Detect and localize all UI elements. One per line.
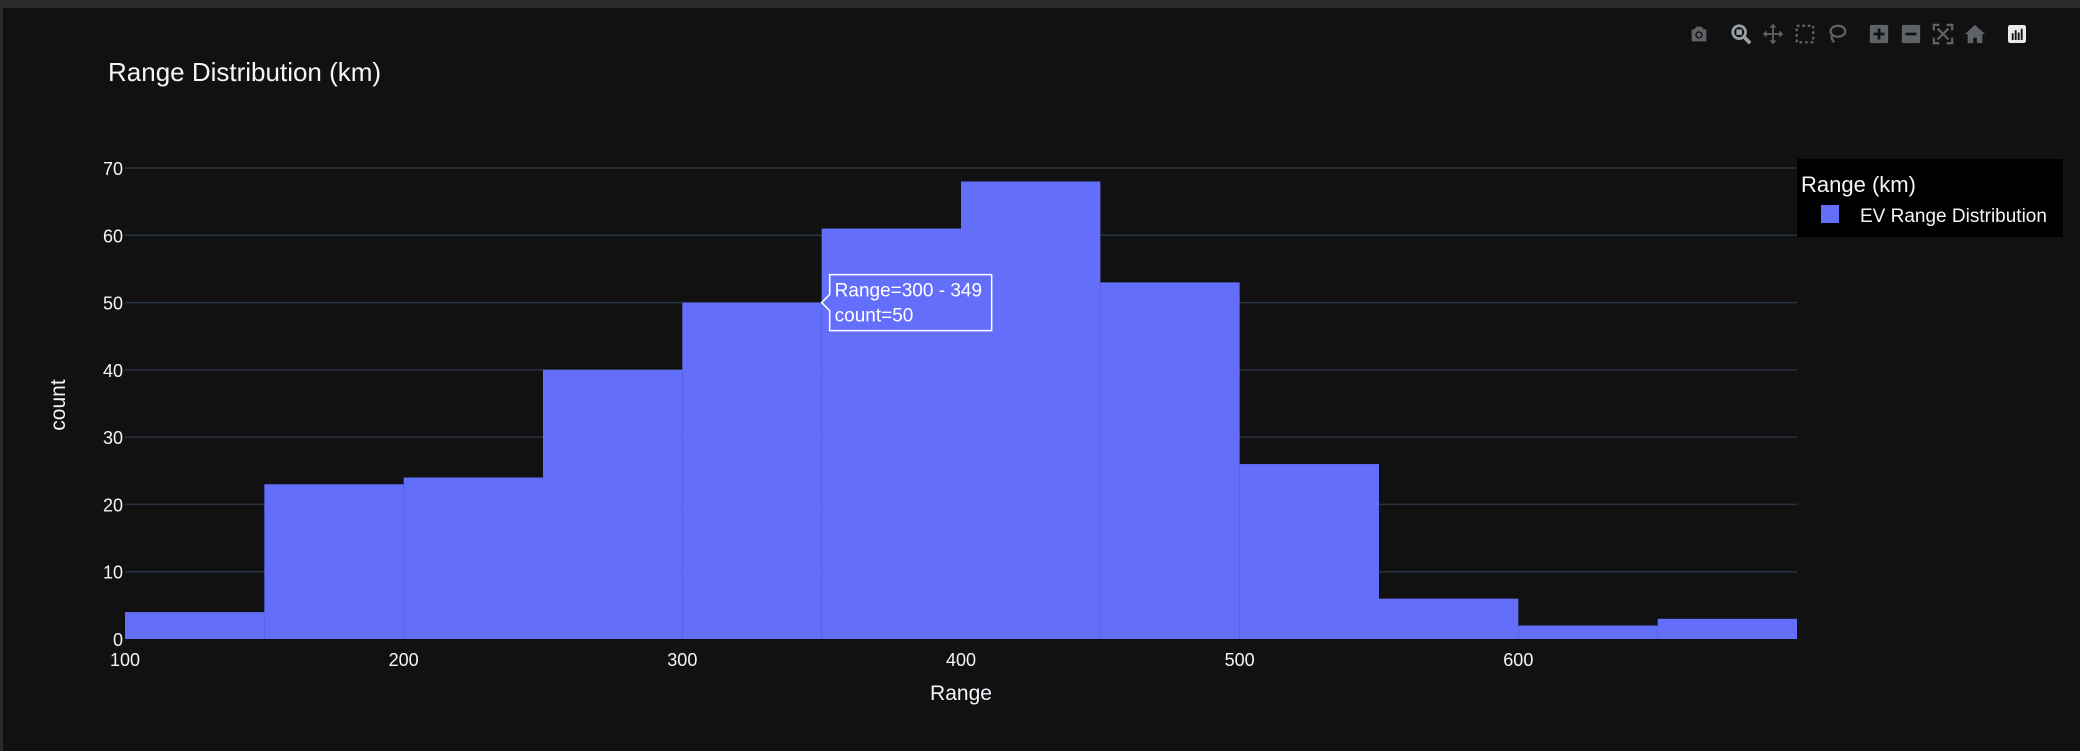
legend[interactable]: Range (km) EV Range Distribution [1797,159,2063,237]
legend-background [1797,159,2063,237]
histogram-bar[interactable] [403,477,543,639]
x-axis-ticks: 100 200 300 400 500 600 [110,650,1533,670]
legend-swatch [1821,205,1839,223]
zoom-in-icon[interactable] [1863,18,1895,50]
histogram-bar[interactable] [961,181,1101,639]
x-tick-label: 300 [667,650,697,670]
y-tick-label: 70 [103,159,123,179]
y-tick-label: 30 [103,428,123,448]
y-axis-label: count [47,379,70,431]
legend-title: Range (km) [1801,172,1916,197]
histogram-bar[interactable] [264,484,404,639]
x-tick-label: 200 [389,650,419,670]
histogram-bar[interactable] [1379,598,1519,639]
histogram-bar[interactable] [682,302,822,639]
tooltip-box [820,273,993,332]
box-select-icon[interactable] [1789,18,1821,50]
histogram-bar[interactable] [1657,618,1797,639]
zoom-out-icon[interactable] [1895,18,1927,50]
y-axis-ticks: 0 10 20 30 40 50 60 70 [103,159,123,650]
chart: Range Distribution (km) 010203040506070 … [47,57,2063,705]
lasso-select-icon[interactable] [1821,18,1853,50]
chart-title: Range Distribution (km) [108,57,381,87]
y-tick-label: 20 [103,495,123,515]
modebar [1683,18,2033,50]
hover-tooltip: Range=300 - 349 count=50 [820,273,993,332]
histogram-bar[interactable] [543,369,683,639]
x-axis-label: Range [930,682,992,705]
y-tick-label: 0 [113,630,123,650]
reset-axes-icon[interactable] [1959,18,1991,50]
y-tick-label: 40 [103,361,123,381]
tooltip-line: count=50 [835,306,914,327]
plotly-logo-icon[interactable] [2001,18,2033,50]
x-tick-label: 100 [110,650,140,670]
x-tick-label: 400 [946,650,976,670]
legend-item[interactable]: EV Range Distribution [1821,205,2047,227]
chart-container: Range Distribution (km) 0 10 20 30 40 50 60 70 … [3,8,2080,751]
pan-icon[interactable] [1757,18,1789,50]
tooltip-line: Range=300 - 349 [835,281,982,302]
histogram-bar[interactable] [1239,464,1379,639]
camera-icon[interactable] [1683,18,1715,50]
y-tick-label: 60 [103,226,123,246]
y-tick-label: 50 [103,294,123,314]
histogram-bars[interactable] [125,181,1797,640]
x-tick-label: 500 [1225,650,1255,670]
legend-item-label: EV Range Distribution [1860,206,2047,227]
histogram-bar[interactable] [1100,282,1240,639]
x-tick-label: 600 [1503,650,1533,670]
autoscale-icon[interactable] [1927,18,1959,50]
histogram-bar[interactable] [1518,625,1658,639]
histogram-bar[interactable] [125,612,265,639]
zoom-icon[interactable] [1725,18,1757,50]
y-tick-label: 10 [103,563,123,583]
